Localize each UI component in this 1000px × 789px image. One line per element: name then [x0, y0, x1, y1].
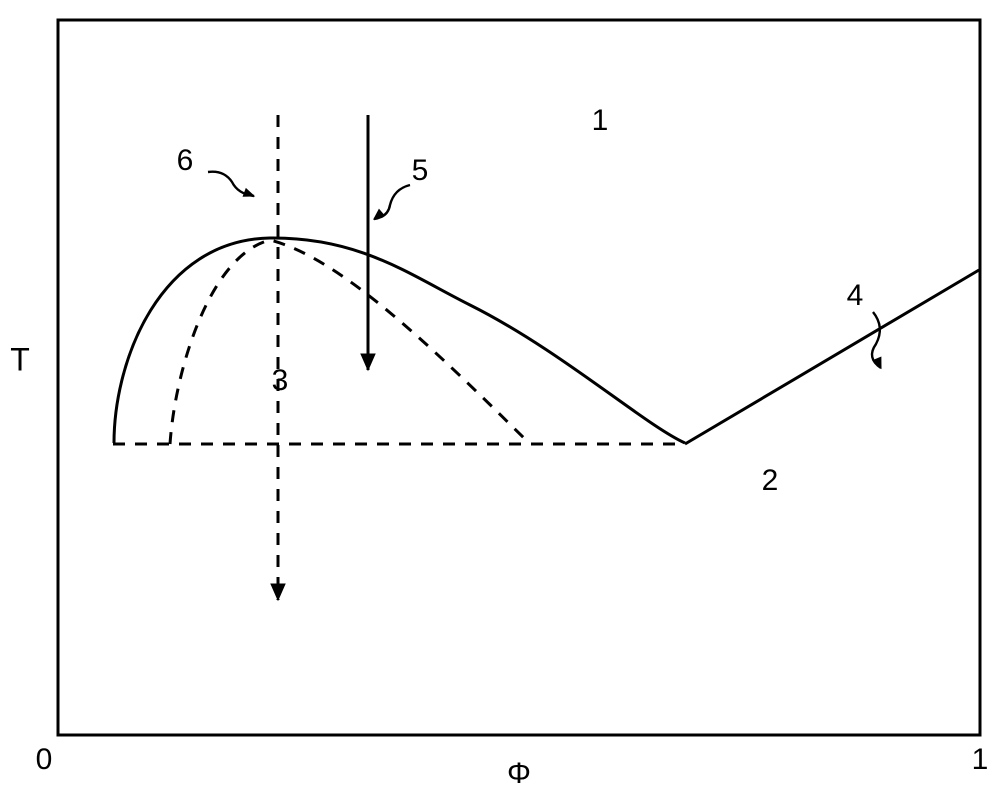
- y-axis-label: T: [10, 341, 30, 377]
- figure-container: 0 1 Φ T 1 2 3 4 5 6: [0, 0, 1000, 789]
- region-label-2: 2: [762, 464, 779, 497]
- region-label-3: 3: [272, 364, 289, 397]
- x-axis-label: Φ: [507, 757, 531, 789]
- region-label-1: 1: [592, 104, 609, 137]
- x-tick-1: 1: [972, 743, 989, 776]
- phase-diagram: 0 1 Φ T 1 2 3 4 5 6: [0, 0, 1000, 789]
- callout-label-5: 5: [412, 154, 429, 187]
- x-tick-0: 0: [36, 743, 53, 776]
- plot-background: [0, 0, 1000, 789]
- callout-label-4: 4: [847, 279, 864, 312]
- callout-label-6: 6: [177, 144, 194, 177]
